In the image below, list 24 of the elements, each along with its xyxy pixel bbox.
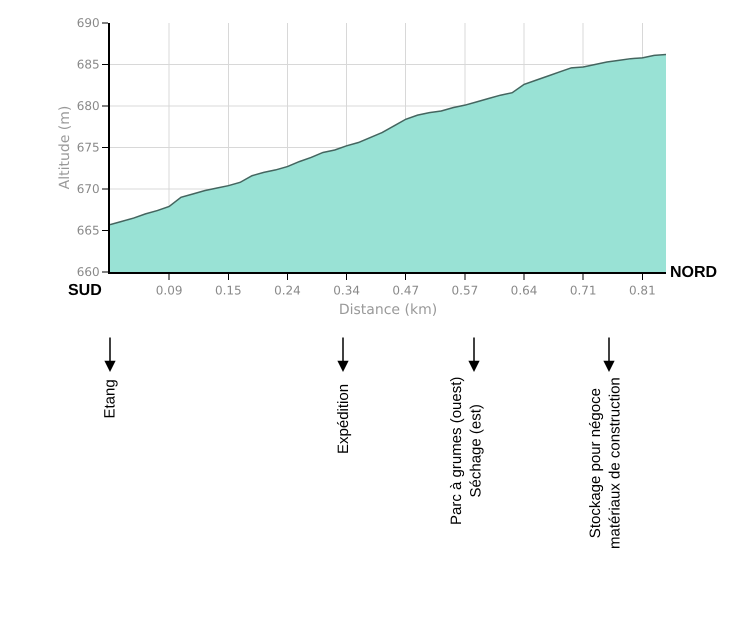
y-tick-label: 660 bbox=[76, 265, 100, 280]
y-tick-label: 685 bbox=[76, 58, 100, 72]
x-axis-title: Distance (km) bbox=[338, 302, 438, 318]
text: SUD bbox=[68, 282, 102, 299]
y-tick-label: 680 bbox=[76, 99, 100, 114]
x-tick-label: 0.24 bbox=[274, 283, 301, 298]
text: Expédition bbox=[335, 384, 352, 454]
x-tick-label: 0.47 bbox=[392, 283, 420, 298]
x-tick-label: 0.57 bbox=[452, 283, 478, 298]
y-tick-label: 665 bbox=[76, 224, 100, 238]
x-tick-label: 0.81 bbox=[628, 283, 656, 298]
text: Etang bbox=[102, 379, 118, 418]
x-tick-label: 0.64 bbox=[510, 283, 538, 298]
x-tick-label: 0.15 bbox=[214, 283, 242, 298]
y-tick-label: 670 bbox=[76, 182, 100, 196]
text: Stockage pour négoce matériaux de construction bbox=[587, 377, 624, 549]
y-tick-label: 690 bbox=[76, 16, 100, 30]
text: NORD bbox=[670, 264, 718, 281]
x-tick-label: 0.34 bbox=[333, 283, 360, 298]
y-axis-title: Altitude (m) bbox=[56, 106, 73, 190]
y-tick-label: 675 bbox=[76, 140, 100, 155]
x-tick-label: 0.71 bbox=[570, 283, 597, 298]
x-tick-label: 0.09 bbox=[156, 283, 183, 298]
text: Parc à grumes (ouest) Séchage (est) bbox=[448, 376, 484, 525]
